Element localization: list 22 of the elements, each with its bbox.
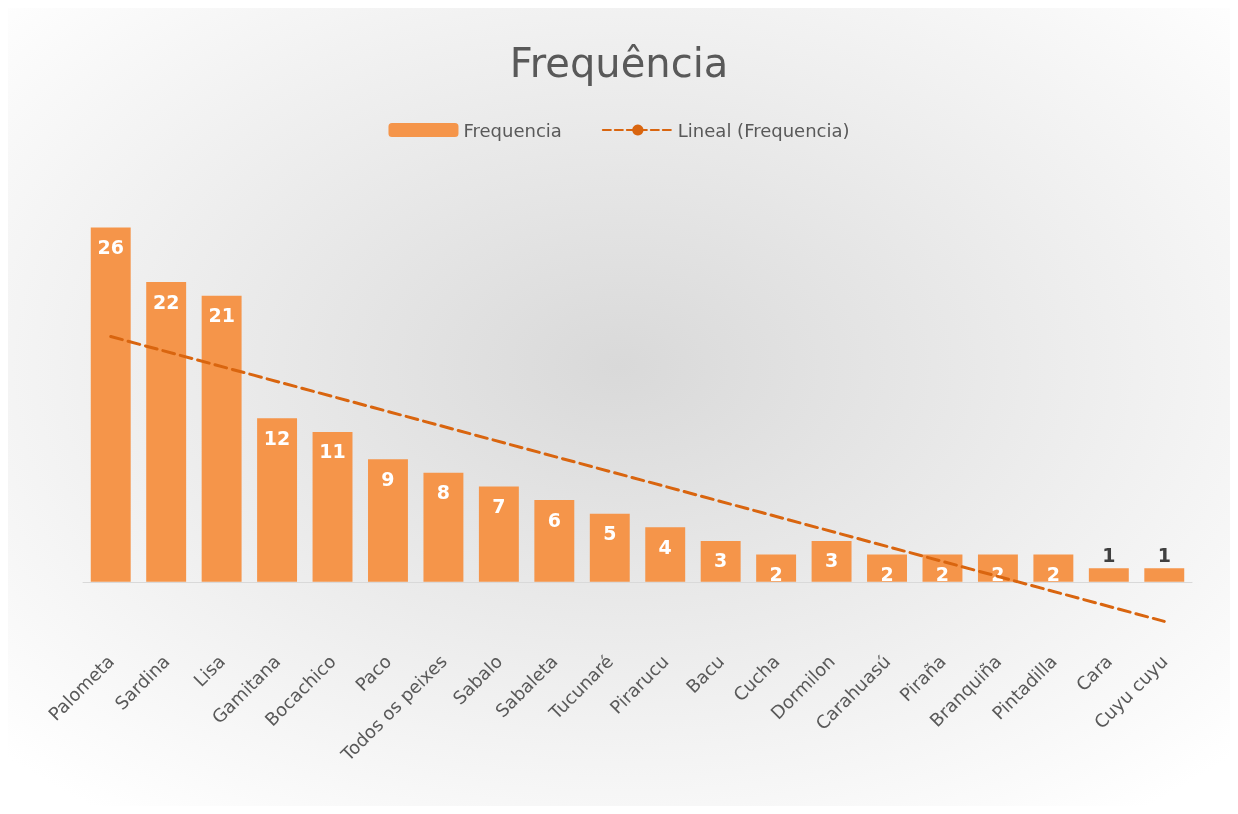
chart-title: Frequência: [509, 40, 729, 86]
data-label: 21: [208, 304, 235, 327]
data-label: 8: [436, 481, 451, 504]
data-label: 9: [381, 467, 395, 490]
data-label: 3: [714, 549, 728, 572]
data-label: 26: [97, 236, 124, 259]
data-label: 22: [152, 290, 180, 313]
legend-label: Frequencia: [463, 119, 562, 141]
data-label: 2: [935, 563, 950, 586]
data-label: 11: [319, 440, 346, 463]
data-label: 7: [492, 494, 506, 517]
data-label: 2: [880, 563, 894, 586]
data-label: 1: [1102, 543, 1116, 566]
data-label: 2: [769, 563, 783, 586]
data-label: 6: [547, 508, 561, 531]
data-label: 12: [263, 426, 291, 449]
legend-label: Lineal (Frequencia): [677, 119, 850, 141]
data-label: 5: [603, 522, 617, 545]
data-label: 4: [658, 535, 672, 558]
data-label: 1: [1157, 543, 1171, 566]
data-label: 2: [1046, 563, 1060, 586]
data-label: 3: [824, 549, 839, 572]
